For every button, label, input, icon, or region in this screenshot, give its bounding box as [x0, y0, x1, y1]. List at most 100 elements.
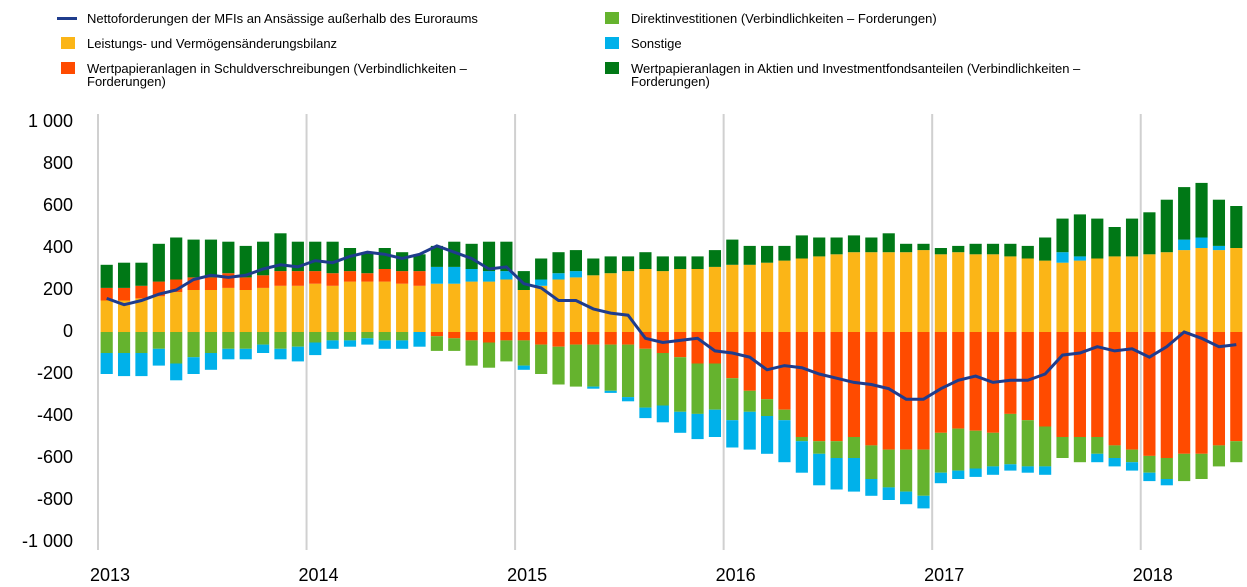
- bar-segment: [969, 254, 982, 332]
- bar-segment: [135, 285, 148, 299]
- bar-segment: [378, 340, 391, 349]
- bar-segment: [691, 256, 704, 269]
- bar-segment: [1178, 250, 1191, 332]
- bar-segment: [204, 239, 218, 278]
- bar-segment: [222, 241, 235, 274]
- bar-segment: [1125, 256, 1139, 332]
- legend-entry: Wertpapieranlagen in Aktien und Investme…: [605, 62, 1081, 88]
- bar-segment: [309, 241, 322, 272]
- bar-segment: [795, 441, 808, 473]
- bar-segment: [621, 256, 635, 272]
- bar-segment: [170, 363, 183, 381]
- bar-segment: [830, 441, 843, 458]
- bar-segment: [587, 386, 600, 389]
- bar-segment: [1039, 237, 1052, 261]
- bar-segment: [952, 252, 965, 332]
- line: [106, 244, 1237, 401]
- bar-segment: [621, 344, 635, 398]
- bar-segment: [1212, 245, 1226, 251]
- bar-segment: [587, 344, 600, 387]
- bar-segment: [656, 405, 669, 423]
- bar-segment: [1073, 437, 1086, 463]
- bar-segment: [482, 241, 496, 272]
- bar-segment: [117, 300, 131, 332]
- bar-segment: [413, 271, 426, 286]
- bar-segment: [535, 279, 548, 286]
- bar-segment: [552, 279, 565, 332]
- bar-segment: [569, 344, 582, 387]
- bar-segment: [274, 332, 287, 349]
- bar-segment: [152, 243, 165, 282]
- bar-segment: [847, 332, 861, 437]
- x-tick-label: 2017: [924, 565, 964, 585]
- bar-segment: [917, 250, 930, 332]
- legend-label: Nettoforderungen der MFIs an Ansässige a…: [87, 11, 478, 26]
- bar-segment: [187, 357, 200, 374]
- x-tick-label: 2014: [299, 565, 339, 585]
- bar-segment: [1178, 332, 1191, 454]
- bar-segment: [204, 353, 218, 370]
- bar-segment: [100, 287, 113, 301]
- bar-segment: [708, 332, 722, 364]
- bar-segment: [1039, 260, 1052, 332]
- bar-segment: [396, 271, 409, 284]
- bar-segment: [656, 256, 669, 272]
- bar-segment: [1004, 332, 1017, 414]
- bar-segment: [1091, 453, 1104, 463]
- bar-segment: [396, 332, 409, 341]
- bar-segment: [430, 245, 443, 267]
- bar-segment: [934, 332, 947, 433]
- bar-segment: [569, 271, 582, 278]
- bar-segment: [778, 420, 791, 463]
- bar-segment: [830, 458, 843, 490]
- bar-segment: [517, 340, 530, 366]
- bar-segment: [430, 332, 443, 337]
- bar-segment: [639, 252, 652, 269]
- bar-segment: [778, 245, 791, 261]
- bar-segment: [117, 332, 131, 353]
- bar-segment: [291, 346, 304, 362]
- bar-segment: [343, 271, 357, 282]
- legend-marker: [605, 12, 619, 24]
- bar-segment: [465, 243, 478, 269]
- bar-segment: [1125, 218, 1139, 257]
- bar-segment: [517, 365, 530, 370]
- bar-segment: [1143, 212, 1156, 255]
- bar-segment: [1004, 464, 1017, 471]
- legend-marker: [57, 17, 77, 20]
- bar-segment: [326, 285, 339, 332]
- bar-segment: [257, 332, 270, 345]
- bar-segment: [117, 262, 131, 288]
- legend-entry: Leistungs- und Vermögensänderungsbilanz: [61, 37, 537, 50]
- legend-label: Sonstige: [631, 36, 682, 51]
- bar-segment: [1004, 413, 1017, 465]
- bar-segment: [813, 441, 826, 454]
- bar-segment: [1108, 227, 1121, 257]
- bar-segment: [1021, 420, 1034, 467]
- bar-segment: [1160, 252, 1173, 332]
- legend-entry: Wertpapieranlagen in Schuldverschreibung…: [61, 62, 537, 88]
- bar-segment: [830, 237, 843, 255]
- bar-segment: [291, 332, 304, 347]
- legend-entry: Sonstige: [605, 36, 1081, 51]
- bar-segment: [1230, 206, 1243, 248]
- bar-segment: [743, 332, 756, 391]
- bar-segment: [378, 269, 391, 282]
- bar-segment: [639, 407, 652, 419]
- bar-segment: [743, 245, 756, 265]
- bar-segment: [1125, 462, 1139, 471]
- bar-segment: [1073, 260, 1086, 332]
- bar-segment: [396, 340, 409, 349]
- bar-segment: [1160, 479, 1173, 486]
- bar-segment: [569, 332, 582, 345]
- bar-segment: [604, 273, 617, 332]
- bar-segment: [1004, 256, 1017, 332]
- legend-marker: [605, 37, 619, 49]
- bar-segment: [430, 336, 443, 351]
- bar-segment: [152, 348, 165, 366]
- y-tick-label: -600: [37, 447, 73, 467]
- bar-segment: [1056, 218, 1069, 253]
- bar-segment: [1212, 250, 1226, 332]
- bar-segment: [170, 237, 183, 280]
- bar-segment: [691, 413, 704, 440]
